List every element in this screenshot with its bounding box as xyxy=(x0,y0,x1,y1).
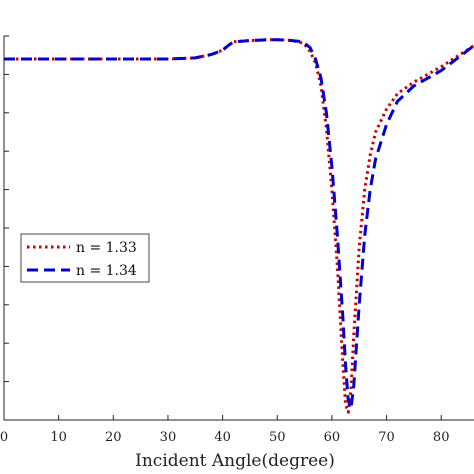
x-tick-label: 0 xyxy=(0,430,8,445)
x-tick-label: 40 xyxy=(214,430,231,445)
x-tick-label: 60 xyxy=(324,430,341,445)
x-tick-label: 30 xyxy=(160,430,177,445)
legend-box xyxy=(20,233,150,283)
series-line-n134 xyxy=(4,38,474,410)
legend-label-n134: n = 1.34 xyxy=(76,263,137,279)
x-tick-label: 50 xyxy=(269,430,286,445)
x-tick-label: 80 xyxy=(433,430,450,445)
legend: n = 1.33 n = 1.34 xyxy=(20,233,150,283)
x-tick-label: 20 xyxy=(105,430,122,445)
series-layer xyxy=(4,38,474,414)
x-tick-label: 70 xyxy=(378,430,395,445)
legend-label-n133: n = 1.33 xyxy=(76,240,137,256)
series-line-n133 xyxy=(4,38,474,414)
x-axis-title: Incident Angle(degree) xyxy=(135,451,335,471)
axis-ticks: 0 10 20 30 40 50 60 70 80 xyxy=(0,35,450,445)
x-tick-label: 10 xyxy=(50,430,67,445)
